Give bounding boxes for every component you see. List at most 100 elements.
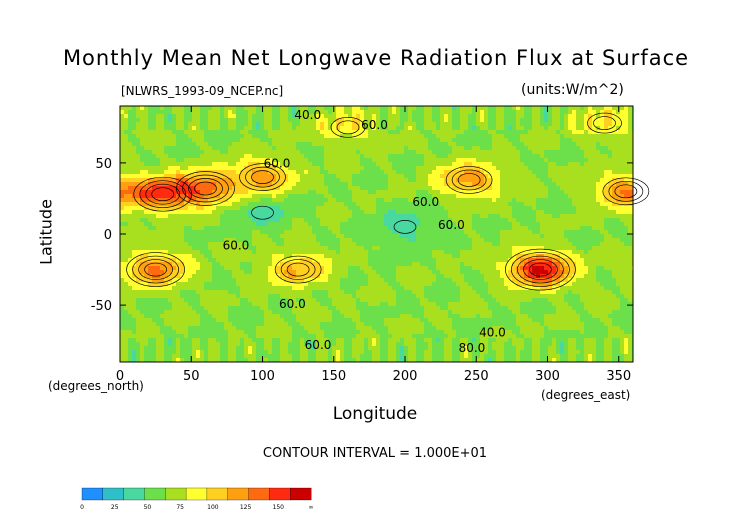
field-cell [492, 246, 497, 251]
field-cell [300, 158, 305, 163]
field-cell [440, 246, 445, 251]
field-cell [176, 166, 181, 171]
field-cell [372, 198, 377, 203]
field-cell [392, 110, 397, 115]
field-cell [384, 206, 389, 211]
field-cell [376, 114, 381, 119]
field-cell [516, 234, 521, 239]
field-cell [616, 106, 621, 111]
field-cell [380, 146, 385, 151]
field-cell [628, 226, 633, 231]
field-cell [120, 110, 125, 115]
field-cell [204, 118, 209, 123]
field-cell [532, 186, 537, 191]
field-cell [240, 174, 245, 179]
field-cell [144, 242, 149, 247]
field-cell [620, 218, 625, 223]
field-cell [484, 246, 489, 251]
field-cell [424, 142, 429, 147]
field-cell [328, 114, 333, 119]
field-cell [484, 210, 489, 215]
field-cell [224, 158, 229, 163]
field-cell [412, 206, 417, 211]
field-cell [224, 182, 229, 187]
field-cell [468, 246, 473, 251]
field-cell [188, 230, 193, 235]
field-cell [164, 150, 169, 155]
field-cell [576, 118, 581, 123]
field-cell [376, 138, 381, 143]
field-cell [512, 238, 517, 243]
field-cell [612, 170, 617, 175]
field-cell [476, 178, 481, 183]
field-cell [292, 222, 297, 227]
field-cell [588, 150, 593, 155]
field-cell [172, 230, 177, 235]
field-cell [304, 138, 309, 143]
field-cell [492, 242, 497, 247]
field-cell [232, 214, 237, 219]
field-cell [344, 238, 349, 243]
field-cell [240, 242, 245, 247]
field-cell [280, 134, 285, 139]
field-cell [560, 206, 565, 211]
field-cell [356, 158, 361, 163]
field-cell [528, 182, 533, 187]
field-cell [196, 178, 201, 183]
field-cell [124, 194, 129, 199]
field-cell [580, 186, 585, 191]
field-cell [496, 178, 501, 183]
field-cell [540, 210, 545, 215]
field-cell [260, 254, 265, 259]
field-cell [464, 146, 469, 151]
field-cell [456, 138, 461, 143]
field-cell [212, 238, 217, 243]
field-cell [464, 138, 469, 143]
field-cell [612, 254, 617, 259]
field-cell [360, 254, 365, 259]
field-cell [448, 210, 453, 215]
field-cell [400, 234, 405, 239]
field-cell [136, 242, 141, 247]
field-cell [604, 206, 609, 211]
field-cell [180, 206, 185, 211]
field-cell [476, 234, 481, 239]
field-cell [360, 246, 365, 251]
field-cell [604, 194, 609, 199]
field-cell [180, 210, 185, 215]
field-cell [552, 186, 557, 191]
field-cell [272, 170, 277, 175]
field-cell [500, 138, 505, 143]
field-cell [300, 246, 305, 251]
field-cell [528, 142, 533, 147]
field-cell [512, 206, 517, 211]
field-cell [164, 126, 169, 131]
field-cell [308, 186, 313, 191]
field-cell [560, 134, 565, 139]
field-cell [336, 114, 341, 119]
field-cell [608, 154, 613, 159]
field-cell [608, 230, 613, 235]
field-cell [384, 114, 389, 119]
field-cell [596, 170, 601, 175]
field-cell [616, 138, 621, 143]
field-cell [324, 190, 329, 195]
field-cell [144, 258, 149, 263]
field-cell [176, 186, 181, 191]
field-cell [428, 146, 433, 151]
field-cell [292, 134, 297, 139]
field-cell [324, 222, 329, 227]
field-cell [288, 166, 293, 171]
field-cell [408, 250, 413, 255]
field-cell [284, 162, 289, 167]
field-cell [380, 222, 385, 227]
field-cell [392, 194, 397, 199]
field-cell [252, 142, 257, 147]
field-cell [620, 250, 625, 255]
field-cell [372, 134, 377, 139]
field-cell [340, 166, 345, 171]
field-cell [376, 170, 381, 175]
field-cell [576, 130, 581, 135]
field-cell [292, 114, 297, 119]
field-cell [284, 182, 289, 187]
